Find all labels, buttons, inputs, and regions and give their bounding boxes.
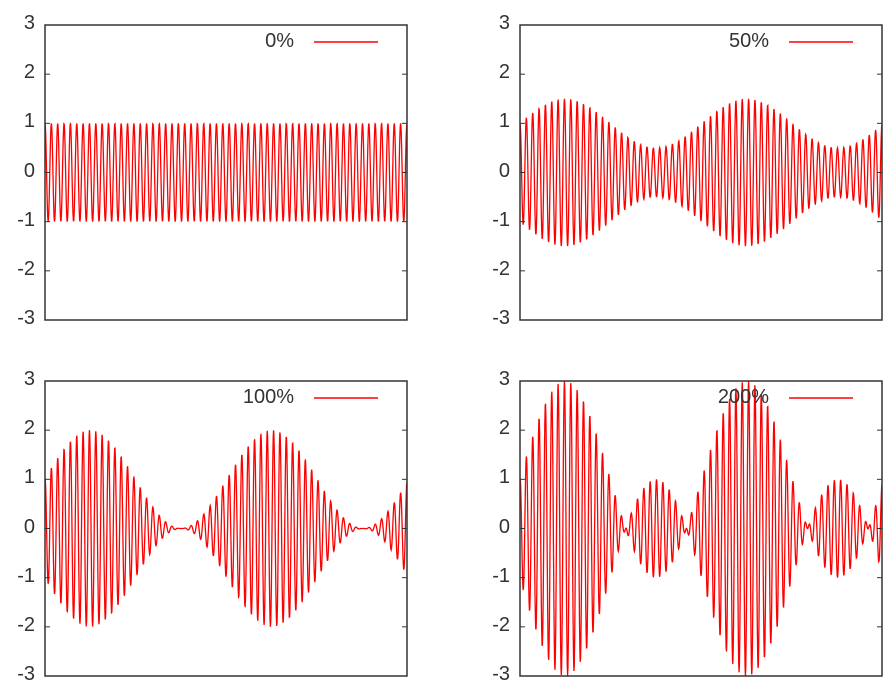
y-tick-label: -3 xyxy=(492,663,510,685)
legend-label: 50% xyxy=(728,30,769,52)
y-tick-label: 1 xyxy=(23,466,35,489)
legend-label: 200% xyxy=(717,386,769,408)
y-tick-label: 0 xyxy=(498,515,510,538)
am-signal-line xyxy=(520,98,882,247)
y-tick-label: -2 xyxy=(492,257,510,280)
y-tick-label: 0 xyxy=(23,159,35,182)
y-tick-label: -3 xyxy=(492,307,510,329)
plot-frame xyxy=(44,24,408,321)
y-tick-label: -2 xyxy=(492,613,510,636)
plot-frame xyxy=(519,24,883,321)
y-tick-label: 3 xyxy=(23,12,35,34)
y-tick-label: -3 xyxy=(17,663,35,685)
plot-frame xyxy=(519,380,883,677)
y-tick-label: 0 xyxy=(23,515,35,538)
y-tick-label: 1 xyxy=(498,110,510,133)
y-tick-label: 2 xyxy=(23,61,35,84)
legend-label: 100% xyxy=(242,386,294,408)
y-tick-label: 1 xyxy=(498,466,510,489)
y-tick-label: 3 xyxy=(498,368,510,390)
y-tick-label: 2 xyxy=(498,417,510,440)
y-tick-label: -1 xyxy=(492,564,510,587)
y-tick-label: -3 xyxy=(17,307,35,329)
y-tick-label: -1 xyxy=(492,208,510,231)
legend-label: 0% xyxy=(265,30,294,52)
am-signal-line xyxy=(520,381,882,676)
y-tick-label: 2 xyxy=(23,417,35,440)
am-signal-line xyxy=(45,122,407,222)
am-signal-line xyxy=(45,430,407,627)
plot-frame xyxy=(44,380,408,677)
y-tick-label: 2 xyxy=(498,61,510,84)
y-tick-label: 3 xyxy=(498,12,510,34)
y-tick-label: 1 xyxy=(23,110,35,133)
y-tick-label: -2 xyxy=(17,613,35,636)
y-tick-label: -2 xyxy=(17,257,35,280)
y-tick-label: 3 xyxy=(23,368,35,390)
y-tick-label: -1 xyxy=(17,208,35,231)
y-tick-label: 0 xyxy=(498,159,510,182)
y-tick-label: -1 xyxy=(17,564,35,587)
